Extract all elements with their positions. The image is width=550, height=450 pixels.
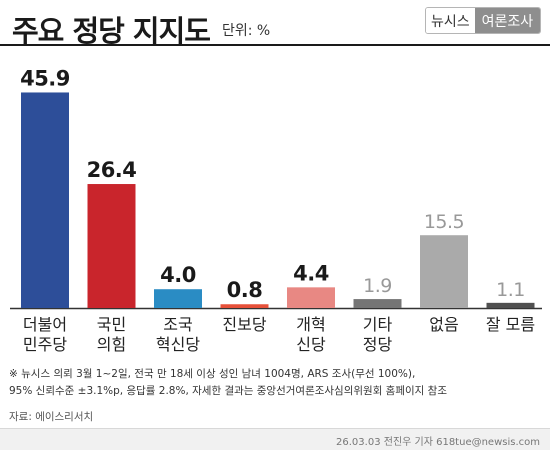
category-label-6-line-1: 기타 xyxy=(363,315,393,334)
value-label-3: 4.0 xyxy=(160,263,196,287)
category-label-3-line-2: 혁신당 xyxy=(156,335,200,354)
category-label-2-line-2: 의힘 xyxy=(97,335,126,354)
value-label-6: 1.9 xyxy=(363,275,392,297)
bar-5 xyxy=(287,287,335,308)
bar-2 xyxy=(87,184,136,308)
value-label-8: 1.1 xyxy=(496,279,525,301)
brand-section: 여론조사 xyxy=(474,8,541,33)
category-label-1-line-2: 민주당 xyxy=(23,335,67,354)
unit-label: 단위: % xyxy=(222,23,271,39)
title-divider xyxy=(0,44,550,46)
brand-badge: 뉴시스 여론조사 xyxy=(425,7,542,34)
page-title: 주요 정당 지지도 xyxy=(12,14,211,48)
value-label-7: 15.5 xyxy=(424,211,464,233)
category-label-8-line-1: 잘 모름 xyxy=(486,315,535,334)
value-label-1: 45.9 xyxy=(20,66,70,90)
bar-7 xyxy=(420,235,468,308)
category-label-7-line-1: 없음 xyxy=(429,315,458,334)
category-label-5-line-2: 신당 xyxy=(296,335,326,354)
category-label-3-line-1: 조국 xyxy=(163,315,192,334)
survey-notes: ※ 뉴시스 의뢰 3월 1~2일, 전국 만 18세 이상 성인 남녀 1004… xyxy=(9,366,447,400)
category-label-6-line-2: 정당 xyxy=(363,335,393,354)
category-label-5-line-1: 개혁 xyxy=(296,315,325,334)
bar-4 xyxy=(220,304,269,308)
bar-8 xyxy=(486,302,535,308)
source-text: 자료: 에이스리서치 xyxy=(9,411,94,423)
reporter-credit: 26.03.03 전진우 기자 618tue@newsis.com xyxy=(336,437,540,448)
survey-note-line-1: ※ 뉴시스 의뢰 3월 1~2일, 전국 만 18세 이상 성인 남녀 1004… xyxy=(9,368,416,380)
bar-1 xyxy=(21,92,69,308)
footer-bar: 26.03.03 전진우 기자 618tue@newsis.com xyxy=(0,428,550,450)
category-label-1-line-1: 더불어 xyxy=(23,315,67,334)
survey-note-line-2: 95% 신뢰수준 ±3.1%p, 응답률 2.8%, 자세한 결과는 중앙선거여… xyxy=(9,385,447,397)
value-label-5: 4.4 xyxy=(293,261,329,285)
brand-name: 뉴시스 xyxy=(426,8,475,33)
category-label-2-line-1: 국민 xyxy=(97,315,126,334)
bar-3 xyxy=(154,289,202,308)
category-label-4-line-1: 진보당 xyxy=(222,315,266,334)
bar-6 xyxy=(353,299,402,308)
value-label-2: 26.4 xyxy=(87,158,137,182)
value-label-4: 0.8 xyxy=(227,278,263,302)
